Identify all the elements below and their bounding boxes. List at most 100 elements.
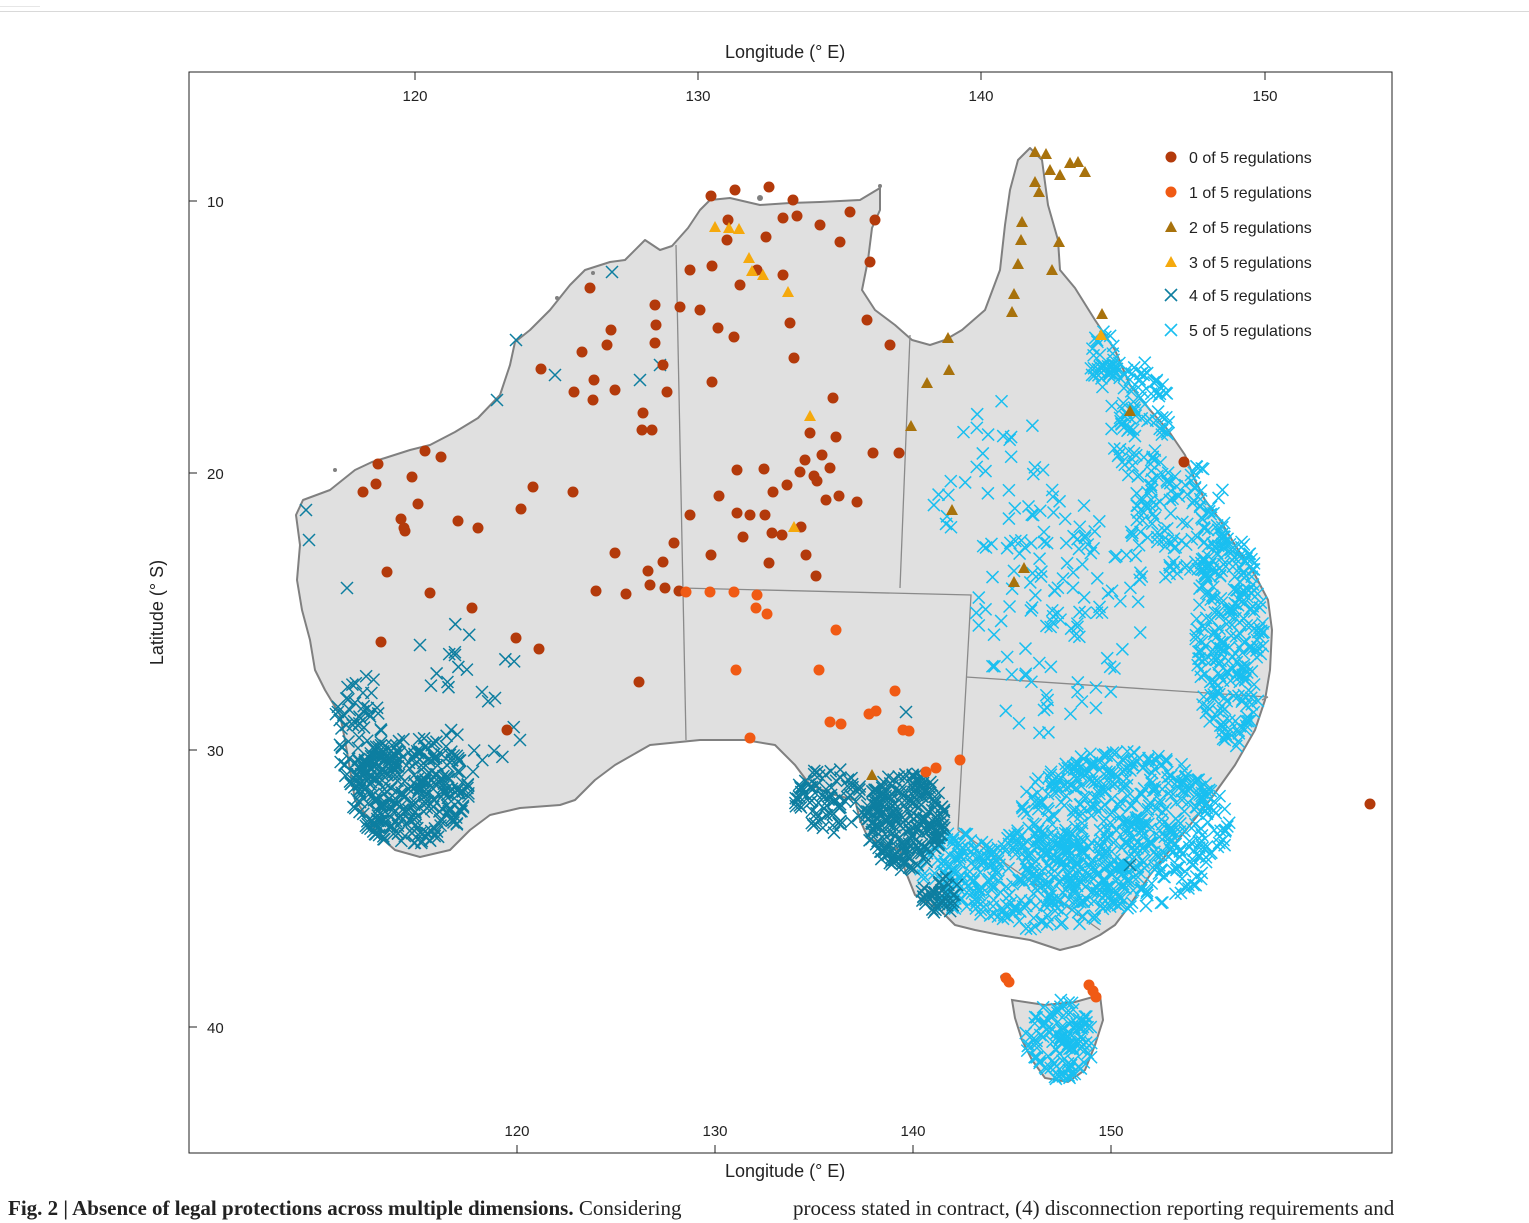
site-marker-0 [650,319,662,331]
site-marker-5 [1206,643,1220,657]
site-marker-0 [649,337,661,349]
site-marker-0 [851,496,863,508]
site-marker-5 [1138,356,1152,370]
site-marker-4 [919,819,933,833]
site-marker-5 [1217,530,1231,544]
site-marker-5 [1077,1017,1091,1031]
site-marker-4 [844,815,858,829]
site-marker-2 [1096,308,1108,319]
site-marker-5 [1191,623,1205,637]
site-marker-5 [1049,778,1063,792]
site-marker-0 [576,346,588,358]
site-marker-5 [1186,496,1200,510]
site-marker-1 [751,589,763,601]
site-marker-5 [953,850,967,864]
site-marker-5 [1035,915,1049,929]
site-marker-5 [1160,521,1174,535]
site-marker-0 [781,479,793,491]
site-marker-5 [969,606,983,620]
site-marker-0 [435,451,447,463]
site-marker-5 [1191,562,1205,576]
site-marker-0 [737,531,749,543]
site-marker-3 [782,286,794,297]
site-marker-5 [1003,433,1017,447]
site-marker-2 [943,364,955,375]
site-marker-4 [456,799,470,813]
site-marker-5 [1131,810,1145,824]
site-marker-0 [659,582,671,594]
site-marker-5 [1165,828,1179,842]
site-marker-0 [609,547,621,559]
site-marker-5 [1236,565,1250,579]
site-marker-5 [1245,562,1259,576]
site-marker-5 [1127,446,1141,460]
site-marker-5 [1233,641,1247,655]
site-marker-5 [1019,899,1033,913]
site-marker-5 [1155,423,1169,437]
site-marker-5 [1043,898,1057,912]
site-marker-1 [730,664,742,676]
site-marker-5 [1161,466,1175,480]
site-marker-5 [1220,664,1234,678]
site-marker-5 [1159,802,1173,816]
site-marker-5 [1049,1042,1063,1056]
site-marker-5 [1083,800,1097,814]
site-marker-5 [1045,826,1059,840]
site-marker-4 [827,826,841,840]
caption-text-left: Considering [573,1196,682,1220]
site-marker-5 [979,602,993,616]
site-marker-5 [1156,378,1170,392]
site-marker-5 [1077,1055,1091,1069]
top-tick-marks [414,72,1266,80]
site-marker-4 [909,799,923,813]
site-marker-5 [1085,885,1099,899]
site-marker-4 [364,686,378,700]
site-marker-5 [1051,895,1065,909]
site-marker-4 [343,703,357,717]
site-marker-5 [1031,878,1045,892]
site-marker-4 [789,791,803,805]
site-marker-5 [1025,508,1039,522]
site-marker-5 [997,908,1011,922]
site-marker-5 [1214,607,1228,621]
site-marker-5 [1059,789,1073,803]
site-marker-0 [830,431,842,443]
site-marker-2 [905,420,917,431]
site-marker-0 [794,466,806,478]
site-marker-5 [1012,716,1026,730]
site-marker-4 [886,812,900,826]
site-marker-4 [792,790,806,804]
site-marker-0 [776,529,788,541]
site-marker-5 [1177,880,1191,894]
site-marker-4 [794,800,808,814]
site-marker-5 [1212,491,1226,505]
figure-caption-right: process stated in contract, (4) disconne… [793,1196,1395,1220]
site-marker-0 [722,214,734,226]
site-marker-4 [872,801,887,815]
site-marker-5 [1232,615,1247,629]
site-marker-5 [1138,861,1152,875]
site-marker-5 [1203,847,1217,861]
site-marker-5 [1022,1038,1036,1052]
site-marker-5 [972,591,986,605]
site-marker-5 [1191,849,1205,863]
left-tick-marks [189,200,197,1028]
site-marker-3 [1095,329,1107,340]
site-marker-5 [1194,483,1208,498]
site-marker-5 [1115,401,1129,415]
site-marker-5 [1236,668,1250,682]
site-marker-4 [950,878,964,892]
site-marker-5 [1066,803,1080,817]
site-marker-5 [1003,828,1017,842]
site-marker-5 [985,659,999,673]
site-marker-5 [1141,531,1155,545]
site-marker-5 [1046,505,1061,520]
site-marker-5 [1232,550,1246,564]
left-tick-label: 30 [207,743,224,760]
site-marker-5 [1058,762,1072,776]
site-marker-5 [1139,899,1153,913]
site-marker-5 [1008,534,1022,548]
site-marker-5 [1181,796,1195,810]
site-marker-5 [1206,506,1221,520]
site-marker-5 [1148,511,1162,525]
